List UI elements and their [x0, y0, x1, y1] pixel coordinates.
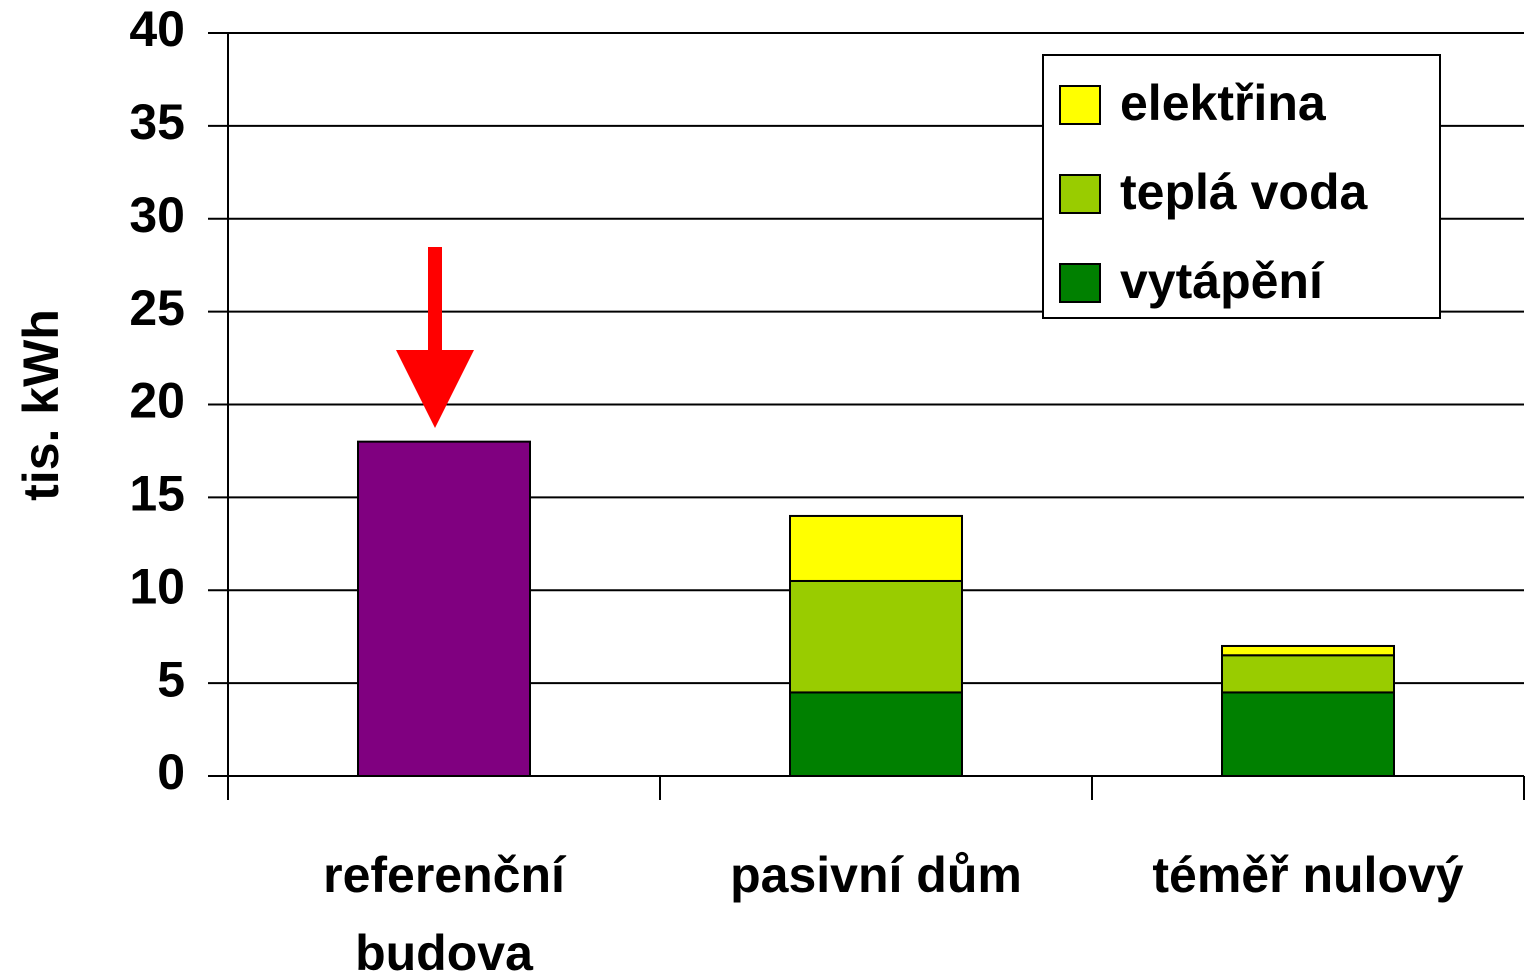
annotation-arrow: [396, 247, 474, 428]
legend-label: teplá voda: [1120, 164, 1368, 220]
x-tick-label: referenční budova: [323, 847, 565, 978]
x-tick-label: téměř nulový: [1152, 847, 1464, 903]
legend-swatch: [1059, 174, 1101, 214]
bar-segment: [1221, 644, 1395, 657]
y-tick-label: 10: [129, 558, 185, 614]
bar-segment: [789, 514, 963, 582]
legend-swatch: [1059, 85, 1101, 125]
y-tick-label: 20: [129, 373, 185, 429]
y-tick-label: 40: [129, 1, 185, 57]
bar-segment: [1221, 654, 1395, 694]
y-tick-label: 35: [129, 94, 185, 150]
x-tick-label: pasivní dům: [730, 847, 1022, 903]
y-tick-label: 25: [129, 280, 185, 336]
legend-swatch: [1059, 263, 1101, 303]
y-tick-label: 0: [157, 744, 185, 800]
bar-segment: [357, 440, 531, 777]
bar-segment: [1221, 691, 1395, 777]
y-axis-label: tis. kWh: [13, 309, 69, 501]
y-tick-label: 15: [129, 466, 185, 522]
y-tick-label: 5: [157, 651, 185, 707]
legend-box: [1042, 54, 1441, 319]
legend-label: elektřina: [1120, 75, 1327, 131]
bar-segment: [789, 691, 963, 777]
legend-label: vytápění: [1120, 253, 1325, 309]
bar-segment: [789, 579, 963, 694]
y-tick-label: 30: [129, 187, 185, 243]
